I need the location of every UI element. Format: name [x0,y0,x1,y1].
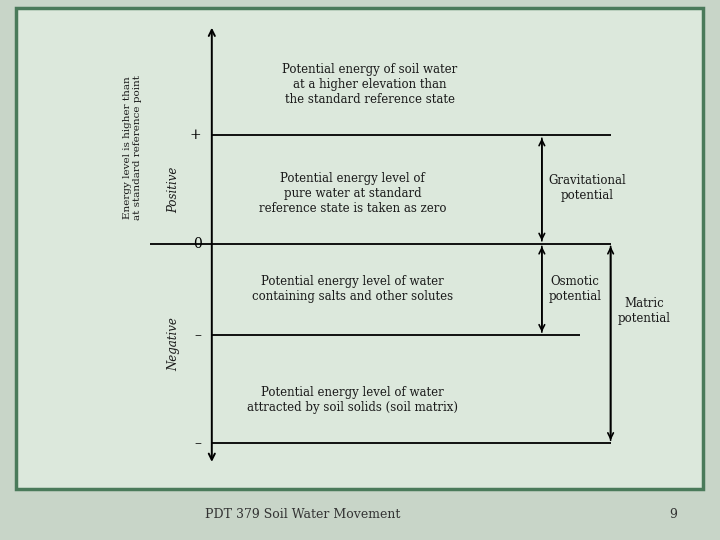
Text: PDT 379 Soil Water Movement: PDT 379 Soil Water Movement [204,508,400,521]
Text: Gravitational
potential: Gravitational potential [549,174,626,202]
Text: Matric
potential: Matric potential [618,297,670,325]
Text: Positive: Positive [168,166,181,213]
Text: +: + [190,129,202,143]
Text: 9: 9 [670,508,677,521]
Text: Potential energy level of water
attracted by soil solids (soil matrix): Potential energy level of water attracte… [247,386,458,414]
Text: –: – [194,328,202,342]
Text: Potential energy level of water
containing salts and other solutes: Potential energy level of water containi… [252,275,454,303]
Text: Potential energy level of
pure water at standard
reference state is taken as zer: Potential energy level of pure water at … [259,172,446,214]
Text: –: – [194,436,202,450]
Text: Negative: Negative [168,318,181,372]
Text: 0: 0 [193,237,202,251]
FancyBboxPatch shape [16,8,703,489]
Text: Energy level is higher than
at standard reference point: Energy level is higher than at standard … [123,75,143,220]
Text: Potential energy of soil water
at a higher elevation than
the standard reference: Potential energy of soil water at a high… [282,64,458,106]
Text: Osmotic
potential: Osmotic potential [549,275,602,303]
